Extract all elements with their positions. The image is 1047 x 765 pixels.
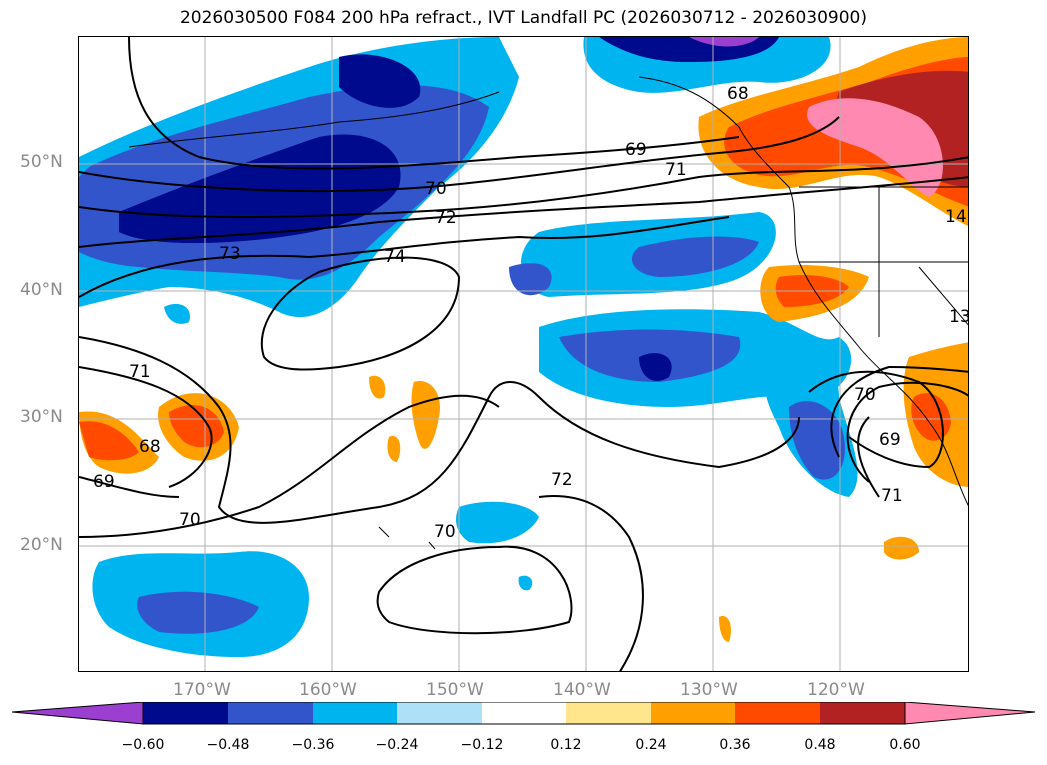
lon-label-130w: 130°W [680, 680, 738, 700]
contour-label-71-west: 71 [129, 362, 151, 382]
contour-label-68-north: 68 [727, 84, 749, 104]
map-title: 2026030500 F084 200 hPa refract., IVT La… [179, 8, 867, 28]
refractivity-contours [79, 37, 968, 671]
contour-label-70-north: 70 [425, 179, 447, 199]
colorbar-tick-label: 0.60 [889, 737, 921, 753]
map-canvas: 68 69 70 71 72 73 74 71 68 69 70 72 70 7… [79, 37, 969, 671]
contour-label-69-east: 69 [879, 430, 901, 450]
map-panel: 68 69 70 71 72 73 74 71 68 69 70 72 70 7… [78, 36, 969, 672]
colorbar-tick-label: −0.48 [206, 737, 250, 753]
colorbar-bin [397, 702, 482, 724]
colorbar-bin [820, 702, 905, 724]
colorbar-low-extension [11, 702, 144, 725]
contour-labels: 68 69 70 71 72 73 74 71 68 69 70 72 70 7… [93, 84, 969, 542]
colorbar [11, 702, 1036, 725]
contour-label-14: 14 [945, 207, 967, 227]
coastlines [128, 76, 968, 550]
contour-label-69-north: 69 [625, 140, 647, 160]
colorbar-tick-label: −0.24 [375, 737, 419, 753]
colorbar-bin [143, 702, 228, 724]
contour-label-74: 74 [384, 247, 406, 267]
contour-label-70-southwest: 70 [179, 510, 201, 530]
colorbar-bin [482, 702, 566, 724]
contour-label-72-central: 72 [551, 470, 573, 490]
colorbar-tick-label: −0.36 [291, 737, 335, 753]
positive-anomaly-shading [79, 37, 968, 642]
colorbar-tick-label: −0.60 [121, 737, 165, 753]
colorbar-tick-label: 0.36 [719, 737, 751, 753]
contour-label-71-east: 71 [881, 486, 903, 506]
lon-label-170w: 170°W [173, 680, 231, 700]
lat-label-40n: 40°N [20, 280, 63, 300]
contour-label-70-central: 70 [434, 522, 456, 542]
colorbar-tick-label: 0.12 [550, 737, 582, 753]
contour-label-73: 73 [219, 244, 241, 264]
colorbar-high-extension [904, 702, 1036, 725]
contour-label-13: 13 [949, 307, 969, 327]
contour-label-71-north: 71 [665, 160, 687, 180]
contour-label-70-east: 70 [854, 385, 876, 405]
colorbar-bin [566, 702, 651, 724]
colorbar-bin [228, 702, 313, 724]
lon-label-140w: 140°W [553, 680, 611, 700]
lon-label-150w: 150°W [426, 680, 484, 700]
lat-label-30n: 30°N [20, 407, 63, 427]
lat-label-20n: 20°N [20, 535, 63, 555]
lon-label-120w: 120°W [807, 680, 865, 700]
colorbar-bin [651, 702, 735, 724]
contour-label-69-west: 69 [93, 472, 115, 492]
graticule [79, 37, 968, 671]
colorbar-tick-label: 0.24 [635, 737, 667, 753]
negative-anomaly-shading [79, 37, 858, 657]
colorbar-tick-label: −0.12 [460, 737, 504, 753]
colorbar-bin [313, 702, 397, 724]
lat-label-50n: 50°N [20, 152, 63, 172]
colorbar-tick-label: 0.48 [804, 737, 836, 753]
contour-label-68-west: 68 [139, 437, 161, 457]
colorbar-bin [735, 702, 820, 724]
lon-label-160w: 160°W [299, 680, 357, 700]
contour-label-72-north: 72 [435, 208, 457, 228]
